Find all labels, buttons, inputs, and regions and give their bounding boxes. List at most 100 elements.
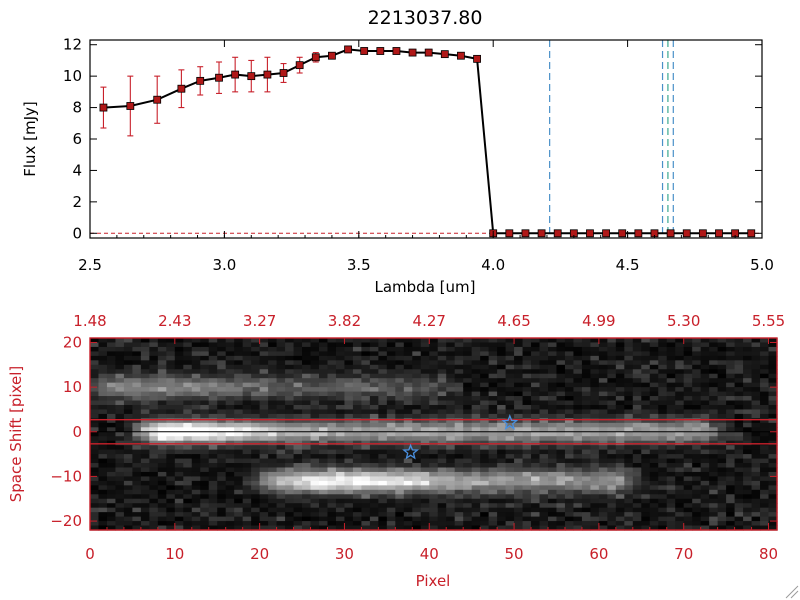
image-cell xyxy=(149,467,159,473)
image-cell xyxy=(369,342,379,348)
image-cell xyxy=(412,391,422,397)
image-cell xyxy=(497,346,507,352)
image-cell xyxy=(90,454,100,460)
image-cell xyxy=(505,458,515,464)
image-cell xyxy=(378,489,388,495)
image-cell xyxy=(700,369,710,375)
image-cell xyxy=(531,404,541,411)
resize-grip-icon[interactable] xyxy=(785,585,799,599)
image-cell xyxy=(666,503,676,509)
image-cell xyxy=(132,467,142,473)
image-cell xyxy=(327,387,337,393)
image-cell xyxy=(632,409,642,415)
image-cell xyxy=(573,507,583,513)
image-cell xyxy=(98,373,108,379)
image-cell xyxy=(132,498,142,504)
image-cell xyxy=(412,342,422,348)
image-cell xyxy=(429,364,439,370)
wavelength-tick-label: 4.99 xyxy=(582,312,615,330)
image-cell xyxy=(480,525,490,531)
image-cell xyxy=(751,409,761,415)
y-tick-label: 4 xyxy=(72,161,82,179)
image-cell xyxy=(768,445,778,451)
image-cell xyxy=(310,378,320,384)
star-marker-1 xyxy=(402,443,420,460)
image-cell xyxy=(174,378,184,384)
image-cell xyxy=(200,498,210,504)
image-cell xyxy=(242,525,252,531)
image-cell xyxy=(293,512,303,518)
image-cell xyxy=(437,373,447,379)
flux-point xyxy=(666,229,675,238)
image-cell xyxy=(98,378,108,384)
image-cell xyxy=(293,489,303,495)
image-cell xyxy=(293,418,303,424)
image-cell xyxy=(709,498,719,504)
image-cell xyxy=(395,431,405,437)
image-cell xyxy=(649,396,659,402)
image-cell xyxy=(726,436,736,442)
image-cell xyxy=(505,360,515,366)
image-cell xyxy=(174,346,184,352)
image-cell xyxy=(649,489,659,495)
image-cell xyxy=(658,445,668,451)
image-cell xyxy=(743,391,753,397)
space-shift-axis-label: Space Shift [pixel] xyxy=(7,366,25,503)
image-cell xyxy=(615,427,625,433)
image-cell xyxy=(140,351,150,357)
image-cell xyxy=(166,512,176,518)
image-cell xyxy=(598,494,608,500)
image-cell xyxy=(480,404,490,411)
image-cell xyxy=(700,346,710,352)
image-cell xyxy=(200,378,210,384)
image-cell xyxy=(293,503,303,509)
image-cell xyxy=(726,521,736,527)
image-cell xyxy=(522,445,532,451)
image-cell xyxy=(624,418,634,424)
image-cell xyxy=(709,463,719,469)
image-cell xyxy=(234,467,244,473)
image-cell xyxy=(191,418,201,424)
image-cell xyxy=(615,422,625,428)
image-cell xyxy=(429,436,439,442)
image-cell xyxy=(641,391,651,397)
image-cell xyxy=(658,387,668,393)
image-cell xyxy=(166,391,176,397)
image-cell xyxy=(335,413,346,419)
image-cell xyxy=(352,436,363,442)
image-cell xyxy=(327,351,337,357)
image-cell xyxy=(386,355,396,361)
image-cell xyxy=(98,525,108,531)
image-cell xyxy=(573,516,583,522)
image-cell xyxy=(174,445,184,451)
image-cell xyxy=(624,485,634,491)
image-cell xyxy=(140,467,150,473)
image-cell xyxy=(649,422,659,428)
image-cell xyxy=(463,351,473,357)
image-cell xyxy=(395,436,405,442)
image-cell xyxy=(403,458,413,464)
image-cell xyxy=(293,427,303,433)
image-cell xyxy=(709,346,719,352)
image-cell xyxy=(505,503,515,509)
image-cell xyxy=(556,471,566,478)
image-cell xyxy=(259,422,269,428)
image-cell xyxy=(369,431,379,437)
image-cell xyxy=(683,342,693,348)
image-cell xyxy=(395,387,405,393)
image-cell xyxy=(361,418,371,424)
image-cell xyxy=(98,512,108,518)
image-cell xyxy=(149,471,159,478)
image-cell xyxy=(140,418,150,424)
image-cell xyxy=(285,525,295,531)
image-cell xyxy=(522,454,532,460)
image-cell xyxy=(700,489,710,495)
image-cell xyxy=(90,382,100,388)
image-cell xyxy=(598,512,608,518)
image-cell xyxy=(573,338,583,344)
image-cell xyxy=(531,463,541,469)
image-cell xyxy=(386,507,396,513)
x-tick-label: 5.0 xyxy=(750,256,774,274)
image-cell xyxy=(276,360,286,366)
image-cell xyxy=(581,480,592,486)
